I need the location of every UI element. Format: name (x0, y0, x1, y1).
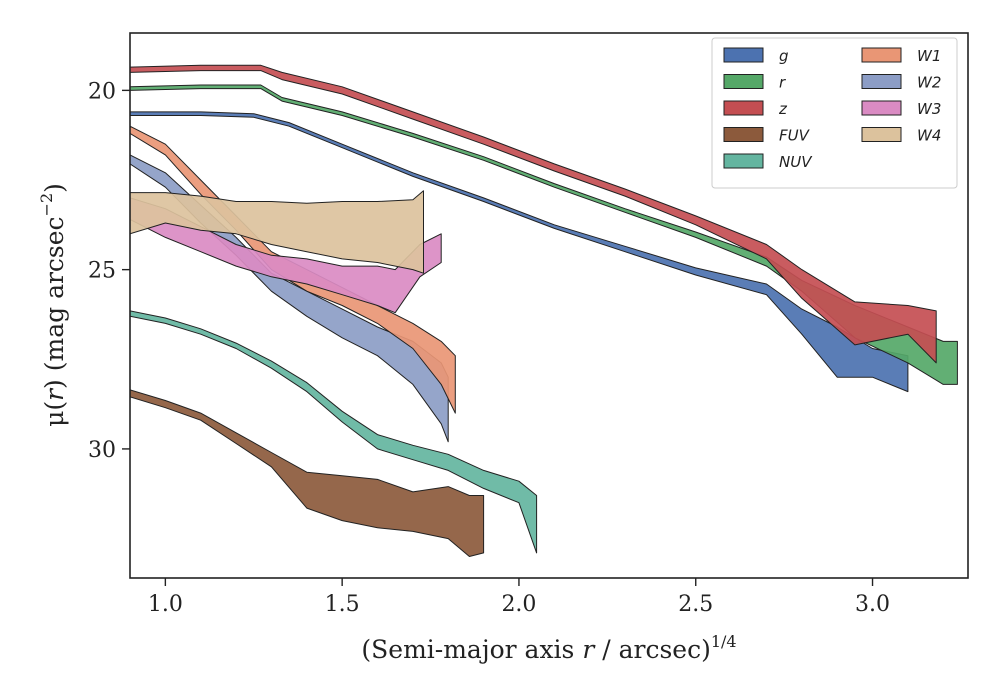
x-tick-label: 2.5 (678, 592, 713, 617)
profile-bands (130, 64, 958, 557)
legend-label-w1: W1 (917, 47, 941, 65)
x-axis-label: (Semi-major axis r / arcsec)1/4 (361, 632, 736, 664)
legend-label-fuv: FUV (779, 127, 811, 145)
legend: grz FUV NUV W1 W2 W3 W4 (711, 37, 958, 189)
y-axis-label: μ(r) (mag arcsec−2) (37, 183, 69, 427)
y-axis: 20 25 30 (88, 79, 130, 463)
legend-swatch-z (723, 100, 764, 116)
legend-swatch-w3 (861, 100, 902, 116)
legend-label-nuv: NUV (779, 153, 813, 171)
y-tick-label: 20 (88, 79, 116, 104)
legend-label-w4: W4 (917, 127, 941, 145)
x-tick-label: 3.0 (855, 592, 890, 617)
band-z (130, 64, 937, 364)
y-tick-label: 25 (88, 259, 116, 284)
legend-swatch-w4 (861, 127, 902, 142)
legend-swatch-w1 (861, 47, 902, 63)
legend-label-r: r (779, 74, 786, 92)
band-w4 (130, 190, 424, 274)
band-r (130, 84, 958, 385)
band-g (130, 111, 909, 393)
legend-label-z: z (778, 100, 788, 118)
legend-swatch-g (723, 47, 764, 63)
band-w3 (130, 197, 442, 314)
legend-swatch-r (723, 74, 764, 89)
legend-swatch-w2 (861, 74, 902, 89)
band-nuv (130, 310, 538, 554)
x-tick-label: 1.5 (325, 592, 360, 617)
legend-label-w2: W2 (917, 74, 941, 92)
legend-swatch-nuv (723, 153, 764, 169)
plot-frame (129, 32, 969, 579)
legend-label-g: g (779, 47, 789, 65)
band-fuv (130, 389, 485, 557)
legend-label-w3: W3 (917, 100, 941, 118)
x-tick-label: 1.0 (148, 592, 183, 617)
y-tick-label: 30 (88, 438, 116, 463)
x-axis: 1.0 1.5 2.0 2.5 3.0 (148, 578, 890, 617)
legend-swatch-fuv (723, 127, 764, 142)
x-tick-label: 2.0 (501, 592, 536, 617)
